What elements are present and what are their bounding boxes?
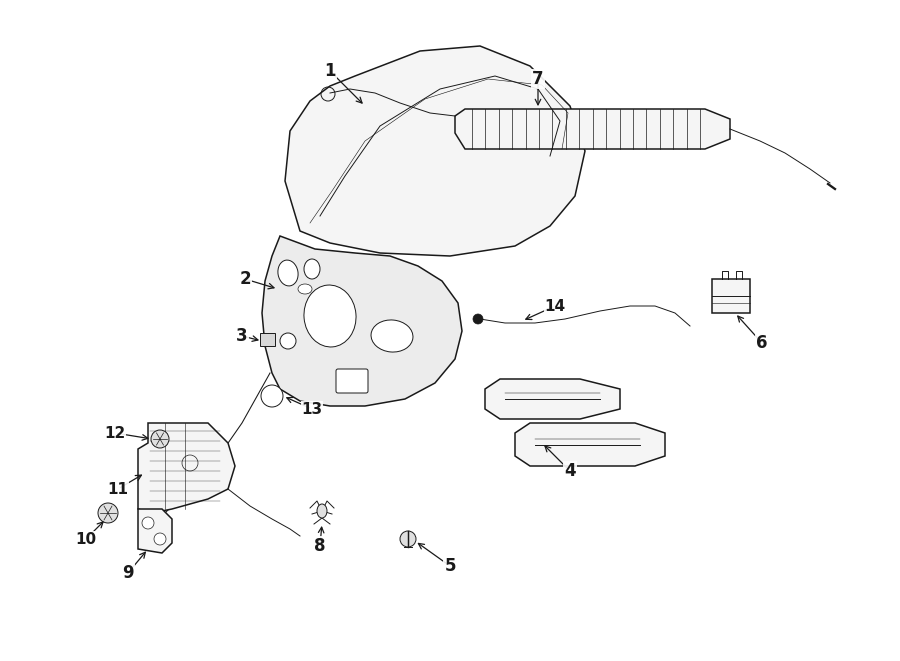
Text: 2: 2 [239,270,251,288]
Ellipse shape [371,320,413,352]
Text: 9: 9 [122,564,134,582]
Circle shape [280,333,296,349]
Text: 13: 13 [302,401,322,416]
Text: 3: 3 [236,327,248,345]
Ellipse shape [278,260,298,286]
Text: 8: 8 [314,537,326,555]
Polygon shape [515,423,665,466]
Text: 12: 12 [104,426,126,440]
Polygon shape [262,236,462,406]
Circle shape [473,314,483,324]
Polygon shape [138,509,172,553]
Circle shape [142,517,154,529]
Polygon shape [260,333,275,346]
Circle shape [98,503,118,523]
Text: 4: 4 [564,462,576,480]
Ellipse shape [298,284,312,294]
Ellipse shape [317,504,327,518]
Text: 7: 7 [532,70,544,88]
Text: 11: 11 [107,481,129,496]
Polygon shape [455,109,730,149]
Ellipse shape [304,285,356,347]
Circle shape [400,531,416,547]
Polygon shape [285,46,585,256]
Text: 14: 14 [544,299,565,313]
Text: 5: 5 [445,557,455,575]
Text: 6: 6 [756,334,768,352]
FancyBboxPatch shape [336,369,368,393]
Text: 10: 10 [76,531,96,547]
Circle shape [151,430,169,448]
Polygon shape [485,379,620,419]
Circle shape [154,533,166,545]
Polygon shape [712,279,750,313]
Ellipse shape [304,259,320,279]
Circle shape [261,385,283,407]
Polygon shape [138,423,235,513]
Text: 1: 1 [324,62,336,80]
